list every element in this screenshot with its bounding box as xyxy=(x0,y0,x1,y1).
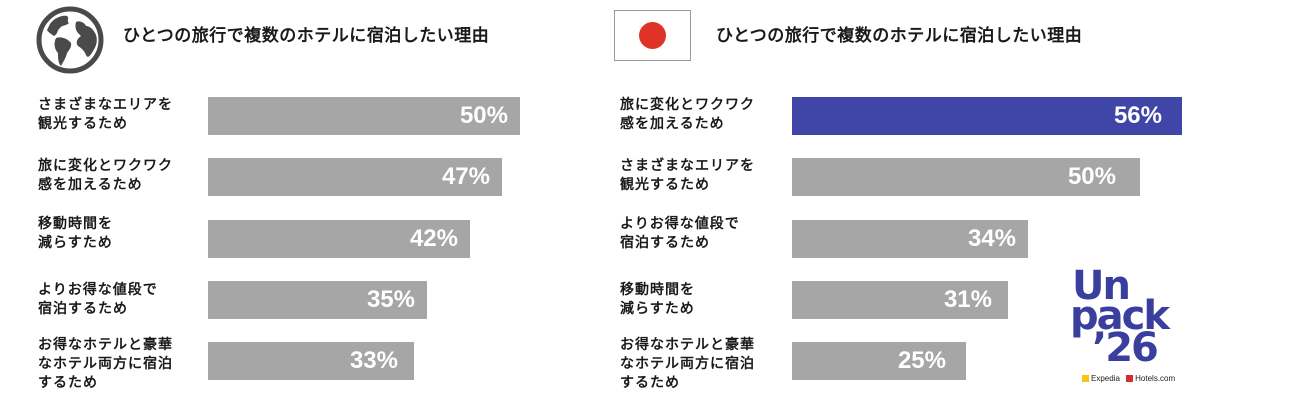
bar-label: さまざまなエリアを 観光するため xyxy=(620,158,755,193)
bar-value: 33% xyxy=(349,347,398,374)
bar-value: 31% xyxy=(943,286,992,313)
chart-title: ひとつの旅行で複数のホテルに宿泊したい理由 xyxy=(123,26,490,46)
bar-label: 移動時間を 減らすため xyxy=(620,282,695,317)
logo-text-pack: pack xyxy=(1070,293,1170,339)
hotels-com-brand: Hotels.com xyxy=(1135,374,1176,383)
hotels-com-icon xyxy=(1126,375,1134,382)
bar-label: 旅に変化とワクワク 感を加えるため xyxy=(38,158,173,193)
logo-text-year: ’26 xyxy=(1092,325,1159,371)
logo-text-un: Un xyxy=(1072,263,1131,309)
bar-value: 25% xyxy=(897,347,946,374)
bar-value: 34% xyxy=(967,225,1016,252)
global-chart-panel: ひとつの旅行で複数のホテルに宿泊したい理由 さまざまなエリアを 観光するため 5… xyxy=(0,0,600,420)
bar-value: 50% xyxy=(1067,163,1116,190)
bar-label: 移動時間を 減らすため xyxy=(38,216,113,251)
bar-label: お得なホテルと豪華 なホテル両方に宿泊 するため xyxy=(620,337,755,391)
bar: 47% xyxy=(208,158,502,196)
bar-value: 42% xyxy=(409,225,458,252)
bar: 34% xyxy=(792,220,1028,258)
bar-label: さまざまなエリアを 観光するため xyxy=(38,97,173,132)
bar-label: よりお得な値段で 宿泊するため xyxy=(38,282,158,317)
expedia-brand: Expedia xyxy=(1091,374,1120,383)
bar-value: 50% xyxy=(459,102,508,129)
bar: 50% xyxy=(792,158,1140,196)
bar-value: 56% xyxy=(1113,102,1162,129)
bar-value: 47% xyxy=(441,163,490,190)
globe-icon xyxy=(36,6,104,74)
highlighted-bar: 56% xyxy=(792,97,1182,135)
bar-label: 旅に変化とワクワク 感を加えるため xyxy=(620,97,755,132)
flag-red-disc xyxy=(639,22,666,49)
bar-value: 35% xyxy=(366,286,415,313)
japan-chart-panel: ひとつの旅行で複数のホテルに宿泊したい理由 旅に変化とワクワク 感を加えるため … xyxy=(600,0,1290,420)
expedia-arrow-icon xyxy=(1082,375,1089,382)
brand-footer: Expedia Hotels.com xyxy=(1082,374,1175,383)
bar: 31% xyxy=(792,281,1008,319)
bar-label: よりお得な値段で 宿泊するため xyxy=(620,216,740,251)
bar: 35% xyxy=(208,281,427,319)
bar: 25% xyxy=(792,342,966,380)
japan-flag-icon xyxy=(614,10,691,61)
bar-label: お得なホテルと豪華 なホテル両方に宿泊 するため xyxy=(38,337,173,391)
bar: 42% xyxy=(208,220,470,258)
unpack-26-logo: Un pack ’26 Expedia Hotels.com xyxy=(1070,266,1200,390)
bar: 50% xyxy=(208,97,520,135)
bar: 33% xyxy=(208,342,414,380)
chart-title: ひとつの旅行で複数のホテルに宿泊したい理由 xyxy=(716,26,1083,46)
